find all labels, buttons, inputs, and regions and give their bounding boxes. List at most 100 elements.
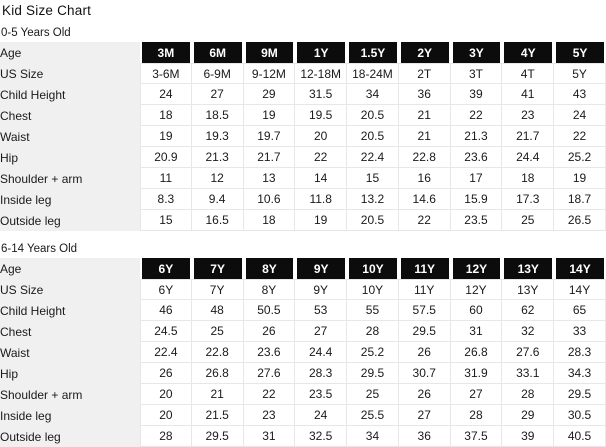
- row-label: Age: [0, 258, 140, 279]
- table-row: Shoulder + arm 11 12 13 14 15 16 17 18 19: [0, 168, 606, 189]
- size-value: 24: [554, 105, 606, 126]
- size-value: 21: [398, 126, 451, 147]
- size-value: 23.5: [450, 210, 503, 231]
- size-value: 18.7: [554, 189, 606, 210]
- size-value: 20.5: [347, 126, 399, 147]
- size-value: 26.8: [450, 342, 503, 363]
- size-value: 21: [398, 105, 451, 126]
- size-value: 11: [140, 168, 192, 189]
- age-column-header: 6Y: [140, 258, 192, 279]
- size-value: 19.3: [191, 126, 244, 147]
- size-value: 43: [554, 84, 606, 105]
- size-value: 28.3: [295, 363, 348, 384]
- size-value: 28: [502, 384, 555, 405]
- size-value: 36: [398, 426, 451, 447]
- row-label: Inside leg: [0, 405, 140, 426]
- size-value: 15: [140, 210, 192, 231]
- age-column-header: 10Y: [347, 258, 399, 279]
- size-value: 10.6: [243, 189, 296, 210]
- size-value: 21: [191, 384, 244, 405]
- size-value: 34: [347, 426, 399, 447]
- age-column-header: 7Y: [191, 258, 244, 279]
- size-value: 22: [243, 384, 296, 405]
- row-label: Chest: [0, 321, 140, 342]
- size-value: 22.4: [347, 147, 399, 168]
- size-value: 25.2: [347, 342, 399, 363]
- size-value: 18-24M: [347, 63, 399, 84]
- size-value: 55: [347, 300, 399, 321]
- row-label: Outside leg: [0, 210, 140, 231]
- size-value: 19: [295, 210, 348, 231]
- size-value: 32: [502, 321, 555, 342]
- size-value: 23.5: [295, 384, 348, 405]
- age-column-header: 13Y: [502, 258, 555, 279]
- size-value: 26.8: [191, 363, 244, 384]
- size-value: 19: [140, 126, 192, 147]
- size-value: 28: [347, 321, 399, 342]
- size-value: 22.8: [398, 147, 451, 168]
- size-value: 31: [243, 426, 296, 447]
- size-value: 24.4: [502, 147, 555, 168]
- size-value: 30.5: [554, 405, 606, 426]
- age-column-header: 8Y: [243, 258, 296, 279]
- age-column-header: 1.5Y: [347, 42, 399, 63]
- table-row: Shoulder + arm 20 21 22 23.5 25 26 27 28 29.5: [0, 384, 606, 405]
- size-value: 19: [554, 168, 606, 189]
- page-title: Kid Size Chart: [2, 3, 92, 18]
- table-row: Waist 19 19.3 19.7 20 20.5 21 21.3 21.7 22: [0, 126, 606, 147]
- row-label: Inside leg: [0, 189, 140, 210]
- size-value: 19.5: [295, 105, 348, 126]
- row-label: Shoulder + arm: [0, 384, 140, 405]
- size-value: 9-12M: [243, 63, 296, 84]
- size-value: 25: [502, 210, 555, 231]
- row-label: Age: [0, 42, 140, 63]
- size-value: 25: [191, 321, 244, 342]
- row-label: Hip: [0, 363, 140, 384]
- row-label: Shoulder + arm: [0, 168, 140, 189]
- size-value: 50.5: [243, 300, 296, 321]
- row-label: Chest: [0, 105, 140, 126]
- size-value: 26.5: [554, 210, 606, 231]
- size-value: 8Y: [243, 279, 296, 300]
- size-value: 22: [398, 210, 451, 231]
- age-column-header: 14Y: [554, 258, 606, 279]
- size-value: 27.6: [502, 342, 555, 363]
- size-value: 19.7: [243, 126, 296, 147]
- table-row: Waist 22.4 22.8 23.6 24.4 25.2 26 26.8 27.6 28.3: [0, 342, 606, 363]
- size-value: 29.5: [347, 363, 399, 384]
- size-value: 24.4: [295, 342, 348, 363]
- size-value: 30.7: [398, 363, 451, 384]
- size-value: 27: [398, 405, 451, 426]
- size-value: 27: [295, 321, 348, 342]
- size-value: 18: [243, 210, 296, 231]
- size-value: 23: [502, 105, 555, 126]
- size-value: 25.5: [347, 405, 399, 426]
- size-value: 33: [554, 321, 606, 342]
- size-value: 27.6: [243, 363, 296, 384]
- age-column-header: 9M: [243, 42, 296, 63]
- table-row: Chest 18 18.5 19 19.5 20.5 21 22 23 24: [0, 105, 606, 126]
- size-value: 21.7: [243, 147, 296, 168]
- age-column-header: 6M: [191, 42, 244, 63]
- size-value: 24.5: [140, 321, 192, 342]
- size-value: 29: [502, 405, 555, 426]
- row-label: Child Height: [0, 84, 140, 105]
- row-label: Hip: [0, 147, 140, 168]
- size-value: 4T: [502, 63, 555, 84]
- size-value: 48: [191, 300, 244, 321]
- table-row: Hip 26 26.8 27.6 28.3 29.5 30.7 31.9 33.1 34.3: [0, 363, 606, 384]
- size-value: 14: [295, 168, 348, 189]
- size-value: 27: [450, 384, 503, 405]
- size-value: 23.6: [243, 342, 296, 363]
- size-value: 3-6M: [140, 63, 192, 84]
- size-value: 25.2: [554, 147, 606, 168]
- size-value: 27: [191, 84, 244, 105]
- size-value: 5Y: [554, 63, 606, 84]
- size-value: 26: [398, 384, 451, 405]
- size-value: 34.3: [554, 363, 606, 384]
- table-row: US Size 6Y 7Y 8Y 9Y 10Y 11Y 12Y 13Y 14Y: [0, 279, 606, 300]
- size-table-6-14: Age 6Y 7Y 8Y 9Y 10Y 11Y 12Y 13Y 14Y US Size 6Y 7Y 8Y 9…: [0, 258, 606, 447]
- size-value: 31.9: [450, 363, 503, 384]
- section-heading-6-14: 6-14 Years Old: [1, 243, 78, 255]
- size-value: 20: [140, 405, 192, 426]
